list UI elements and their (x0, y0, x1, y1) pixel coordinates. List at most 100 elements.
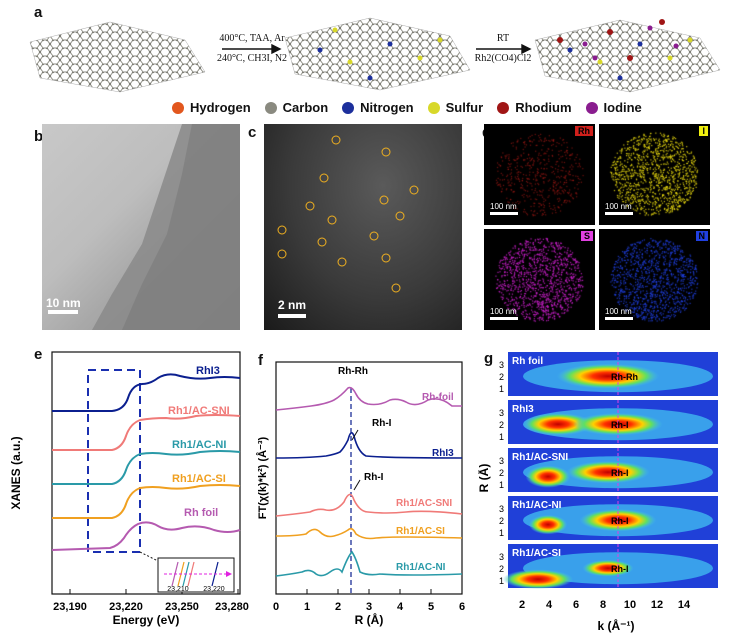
series-label: Rh1/AC-SI (172, 473, 226, 485)
wavelet-blob (502, 569, 574, 589)
y-tick-label: 3 (499, 456, 504, 466)
x-tick-label: 23,190 (53, 601, 87, 613)
row-annotation: Rh-I (611, 468, 629, 478)
arrow-1-bottom-text: 240°C, CH3I, N2 (216, 53, 288, 64)
wavelet-blob (566, 461, 650, 484)
row-label: RhI3 (512, 404, 534, 415)
inset-tick-label: 23,220 (203, 586, 225, 593)
annotation: Rh-Rh (338, 366, 368, 377)
row-annotation: Rh-Rh (611, 372, 638, 382)
y-tick-label: 1 (499, 480, 504, 490)
row-annotation: Rh-I (611, 564, 629, 574)
annotation: Rh-I (372, 418, 392, 429)
series-label: Rh1/AC-NI (396, 562, 446, 573)
y-tick-label: 3 (499, 408, 504, 418)
scale-bar (490, 317, 518, 320)
single-atom-markers (277, 135, 419, 293)
x-tick-label: 1 (304, 601, 310, 613)
y-tick-label: 3 (499, 504, 504, 514)
series-line-si (275, 527, 463, 540)
series-label: RhI3 (196, 365, 220, 377)
y-tick-label: 1 (499, 528, 504, 538)
graphene-sheet-1 (29, 21, 206, 93)
series-label: Rh1/AC-SNI (396, 498, 452, 509)
legend-dot (264, 101, 277, 114)
inset-box (157, 557, 235, 593)
legend-dot (427, 101, 440, 114)
legend-nitrogen: Nitrogen (342, 100, 414, 115)
series-label: Rh1/AC-SI (396, 526, 445, 537)
series-label: Rh1/AC-SNI (168, 405, 230, 417)
eds-maps: Rh 100 nm I 100 nm S 100 nm N 100 nm (484, 124, 710, 330)
exafs-chart: FT(χ(k)*k²) (Å⁻³) R (Å) 0 1 2 3 4 5 6 Rh-Rh Rh… (256, 361, 465, 627)
scale-bar-label: 100 nm (490, 307, 517, 316)
series-label: Rh-foil (422, 392, 454, 403)
y-axis-label: FT(χ(k)*k²) (Å⁻³) (256, 436, 269, 519)
tem-image: 10 nm (42, 124, 240, 330)
x-axis-label: k (Å⁻¹) (598, 618, 635, 633)
y-tick-label: 2 (499, 372, 504, 382)
legend-dot (585, 101, 598, 114)
eds-tag: I (699, 126, 708, 136)
graphene-sheet-3 (534, 19, 721, 93)
x-tick-label: 2 (335, 601, 341, 613)
eds-tag: N (695, 231, 708, 241)
y-axis-label: R (Å) (478, 464, 491, 493)
series-line-foil (51, 521, 241, 551)
x-tick-label: 23,250 (165, 601, 199, 613)
scale-bar (605, 317, 633, 320)
x-tick-label: 2 (519, 599, 525, 611)
panel-label-f: f (258, 352, 263, 369)
wavelet-chart: R (Å) k (Å⁻¹) Rh foil Rh-Rh 1 2 3 RhI3 Rh-I 1 2 3… (478, 352, 718, 633)
series-line-rhi3 (52, 373, 241, 412)
scale-bar-label: 2 nm (278, 298, 307, 312)
wavelet-blob (579, 509, 657, 532)
wavelet-blob (525, 465, 571, 488)
series-label: Rh foil (184, 507, 218, 519)
scale-bar (605, 212, 633, 215)
wavelet-blob (556, 363, 660, 389)
scale-bar-label: 100 nm (605, 307, 632, 316)
x-tick-label: 23,220 (109, 601, 143, 613)
x-tick-label: 6 (459, 601, 465, 613)
scale-bar-label: 10 nm (46, 296, 81, 310)
element-legend: Hydrogen Carbon Nitrogen Sulfur Rhodium … (172, 100, 642, 115)
y-tick-label: 3 (499, 552, 504, 562)
series-line-foil (275, 386, 462, 411)
y-tick-label: 1 (499, 384, 504, 394)
wavelet-row: Rh foil Rh-Rh 1 2 3 (499, 352, 718, 396)
xanes-chart: XANES (a.u.) Energy (eV) 23,190 23,220 2… (9, 351, 249, 627)
x-tick-label: 8 (600, 599, 606, 611)
annotation: Rh-I (364, 472, 384, 483)
arrow-1 (222, 43, 282, 55)
graphene-sheet-2 (284, 17, 471, 91)
plot-frame (51, 351, 241, 595)
y-tick-label: 3 (499, 360, 504, 370)
arrow-2-top-text: RT (496, 33, 510, 44)
row-label: Rh1/AC-SNI (512, 452, 568, 463)
row-label: Rh foil (512, 356, 543, 367)
legend-dot (497, 101, 510, 114)
eds-map-rh: Rh 100 nm (484, 124, 595, 225)
series-label: Rh1/AC-NI (172, 439, 226, 451)
wavelet-blob (582, 559, 634, 577)
y-tick-label: 2 (499, 468, 504, 478)
inset-tick-label: 23,210 (167, 586, 189, 593)
arrow-2-bottom-text: Rh2(CO4)Cl2 (474, 53, 532, 64)
wavelet-row: Rh1/AC-SNI Rh-I 1 2 3 (499, 448, 718, 492)
x-tick-label: 4 (546, 599, 553, 611)
row-label: Rh1/AC-NI (512, 500, 562, 511)
panel-label-e: e (34, 346, 43, 363)
panel-label-g: g (484, 350, 494, 367)
wavelet-blob (522, 413, 594, 436)
wavelet-row: Rh1/AC-SI Rh-I 1 2 3 (499, 544, 718, 589)
wavelet-blob (573, 413, 663, 436)
y-tick-label: 2 (499, 564, 504, 574)
row-annotation: Rh-I (611, 420, 629, 430)
x-axis-label: Energy (eV) (113, 613, 180, 627)
arrow-2 (476, 43, 532, 55)
eds-map-s: S 100 nm (484, 229, 595, 330)
arrow-1-top-text: 400°C, TAA, Ar (219, 33, 285, 44)
series-label: RhI3 (432, 448, 454, 459)
series-line-rhi3 (275, 432, 463, 459)
